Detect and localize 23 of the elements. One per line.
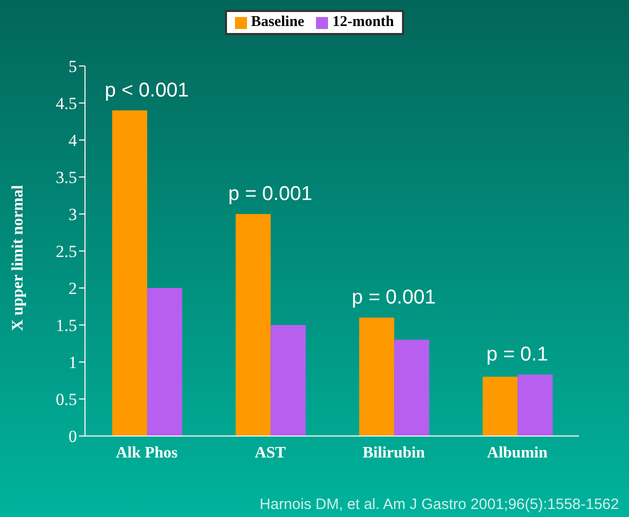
y-tick-label: 1.5 [56,316,77,336]
legend-label: 12-month [332,14,394,31]
y-tick-label: 3.5 [56,168,77,188]
y-tick-label: 2 [68,279,77,298]
legend-label: Baseline [250,14,304,31]
y-axis-title: X upper limit normal [10,184,27,331]
y-tick-label: 3 [68,205,77,224]
annotation: p = 0.001 [228,183,312,205]
y-tick-label: 4.5 [56,94,77,114]
y-tick-label: 0 [68,427,77,446]
x-tick-label: Alk Phos [116,444,178,462]
y-tick-label: 4 [68,131,78,150]
y-tick-label: 2.5 [56,242,77,262]
text: Harnois DM, et al. Am J Gastro 2001;96(5):1558-1562 [260,496,619,513]
annotation: p = 0.001 [352,286,436,309]
x-tick-label: Bilirubin [362,444,425,462]
annotation: p = 0.1 [486,344,548,366]
x-tick-label: AST [254,444,286,462]
y-tick-label: 5 [68,57,77,76]
y-tick-label: 1 [68,353,77,372]
y-tick-label: 0.5 [56,390,77,410]
x-tick-label: Albumin [487,444,548,462]
annotation: p < 0.001 [104,79,189,102]
